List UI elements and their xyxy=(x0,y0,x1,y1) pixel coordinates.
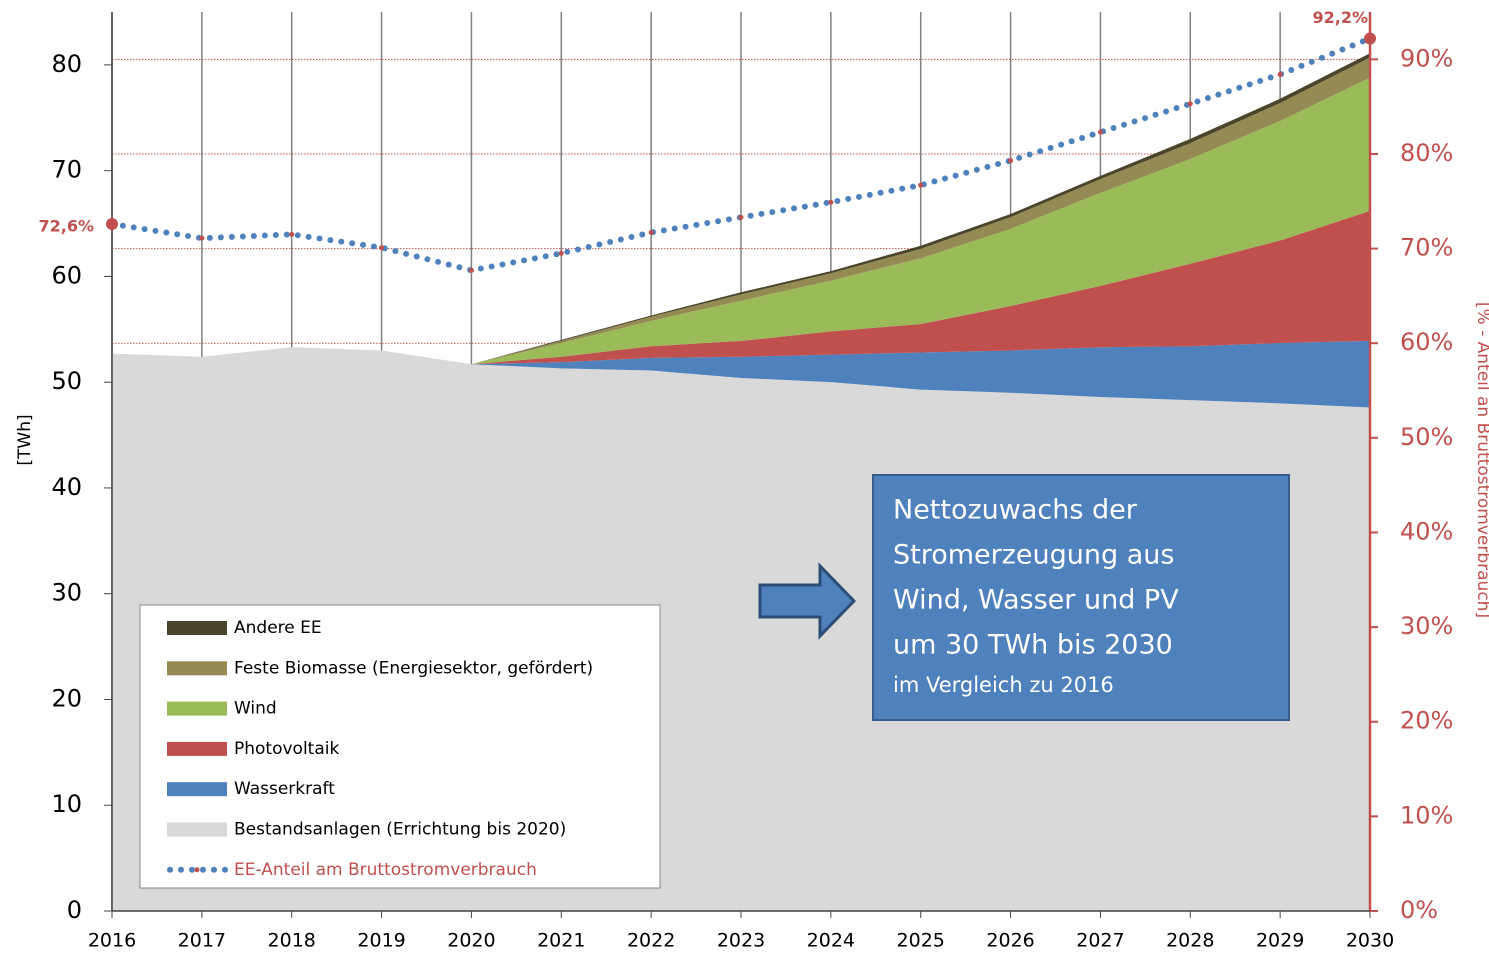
legend-marker xyxy=(189,866,195,873)
legend-swatch xyxy=(167,782,227,797)
legend-swatch xyxy=(167,661,227,676)
annotation-text: Wind, Wasser und PV xyxy=(893,585,1179,616)
y2-tick-label: 60% xyxy=(1400,328,1453,356)
y-axis-title: [TWh] xyxy=(15,414,35,465)
area xyxy=(112,340,1370,408)
y-tick-label: 0 xyxy=(67,896,82,924)
y2-tick-label: 80% xyxy=(1400,139,1453,167)
x-tick-label: 2021 xyxy=(537,930,585,952)
line-marker xyxy=(199,235,205,241)
legend-marker xyxy=(167,866,173,873)
line-marker xyxy=(558,250,564,256)
line-marker xyxy=(1097,129,1103,135)
line-marker xyxy=(918,182,924,188)
y2-tick-label: 0% xyxy=(1400,896,1438,924)
y-tick-label: 50 xyxy=(51,367,82,395)
x-tick-label: 2023 xyxy=(717,930,765,952)
y2-tick-label: 10% xyxy=(1400,801,1453,829)
x-tick-label: 2022 xyxy=(627,930,675,952)
legend-swatch xyxy=(167,621,227,635)
line-marker xyxy=(1277,71,1283,77)
y-tick-label: 60 xyxy=(51,261,82,289)
x-tick-label: 2017 xyxy=(178,930,226,952)
area xyxy=(112,210,1370,365)
x-tick-label: 2030 xyxy=(1346,930,1394,952)
legend-label: Bestandsanlagen (Errichtung bis 2020) xyxy=(234,820,566,840)
y2-tick-label: 50% xyxy=(1400,423,1453,451)
y2-tick-label: 70% xyxy=(1400,234,1453,262)
data-label: 72,6% xyxy=(38,216,94,235)
line-marker xyxy=(738,214,744,220)
x-tick-label: 2028 xyxy=(1166,930,1214,952)
annotation-text: Stromerzeugung aus xyxy=(893,540,1174,571)
line-marker xyxy=(468,267,474,273)
y-tick-label: 40 xyxy=(51,473,82,501)
legend-marker xyxy=(211,866,217,873)
legend-marker xyxy=(178,866,184,873)
x-tick-label: 2016 xyxy=(88,930,136,952)
line-marker xyxy=(106,217,118,230)
y-tick-label: 30 xyxy=(51,579,82,607)
line-marker xyxy=(648,229,654,235)
y2-tick-label: 40% xyxy=(1400,517,1453,545)
x-tick-label: 2029 xyxy=(1256,930,1304,952)
legend-swatch xyxy=(167,741,227,756)
legend-label: Andere EE xyxy=(234,618,322,638)
annotation-text: um 30 TWh bis 2030 xyxy=(893,630,1173,661)
legend-label: Wasserkraft xyxy=(234,779,335,799)
line-marker xyxy=(1364,32,1376,45)
y-tick-label: 10 xyxy=(51,790,82,818)
x-tick-label: 2025 xyxy=(897,930,945,952)
line-marker xyxy=(828,199,834,205)
x-tick-label: 2019 xyxy=(357,930,405,952)
legend-label: Feste Biomasse (Energiesektor, gefördert… xyxy=(234,658,593,678)
data-label: 92,2% xyxy=(1312,8,1368,27)
area xyxy=(112,77,1370,365)
y2-tick-label: 30% xyxy=(1400,612,1453,640)
line-marker xyxy=(289,231,295,237)
legend-label: Photovoltaik xyxy=(234,739,339,759)
legend-marker xyxy=(200,866,206,873)
x-tick-label: 2024 xyxy=(807,930,855,952)
line-marker xyxy=(1008,158,1014,164)
foreground-layer: 2016 2017 2018 2019 2020 2021 2022 2023 2024 2025… xyxy=(38,8,1453,952)
y-tick-label: 80 xyxy=(51,50,82,78)
arrow xyxy=(758,562,857,640)
legend-marker xyxy=(194,867,200,873)
legend-label: EE-Anteil am Bruttostromverbrauch xyxy=(234,860,537,880)
y2-tick-label: 20% xyxy=(1400,707,1453,735)
y-tick-label: 20 xyxy=(51,684,82,712)
x-tick-label: 2018 xyxy=(268,930,316,952)
y-tick-label: 70 xyxy=(51,156,82,184)
line-marker xyxy=(1187,101,1193,107)
annotation-text: im Vergleich zu 2016 xyxy=(893,673,1114,697)
annotation-box xyxy=(872,474,1290,721)
y2-tick-label: 90% xyxy=(1400,44,1453,72)
x-tick-label: 2020 xyxy=(447,930,495,952)
legend-swatch xyxy=(167,822,227,837)
line-marker xyxy=(379,245,385,251)
legend-label: Wind xyxy=(234,699,277,719)
x-tick-label: 2027 xyxy=(1076,930,1124,952)
annotation-text: Nettozuwachs der xyxy=(893,495,1138,526)
legend-swatch xyxy=(167,701,227,716)
x-tick-label: 2026 xyxy=(986,930,1034,952)
y2-axis-title: [% - Anteil an Bruttostromverbrauch] xyxy=(1473,302,1489,618)
legend-marker xyxy=(222,866,228,873)
